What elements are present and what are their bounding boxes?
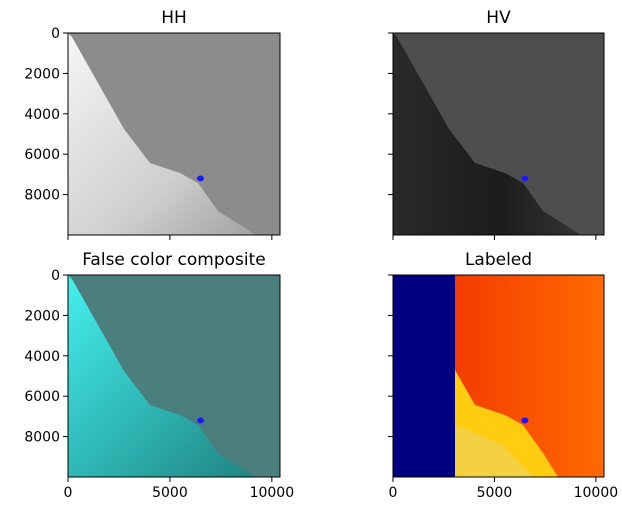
- x-tick-label: 10000: [574, 485, 619, 501]
- x-tick-label: 5000: [477, 485, 513, 501]
- image-false-color: [68, 275, 280, 477]
- panel-title: HH: [161, 8, 187, 28]
- x-tick-label: 10000: [250, 485, 295, 501]
- y-tick-label: 8000: [24, 188, 60, 204]
- x-tick-label: 0: [389, 485, 398, 501]
- image-hv: [393, 33, 604, 235]
- axes-frame: [67, 32, 281, 236]
- panel-title: False color composite: [82, 250, 266, 270]
- location-marker: [197, 417, 204, 424]
- x-tick-label: 5000: [152, 485, 188, 501]
- panel-title: HV: [486, 8, 511, 28]
- axes-frame: [392, 32, 605, 236]
- x-tick-label: 0: [64, 485, 73, 501]
- y-tick-label: 0: [51, 26, 60, 42]
- image-labeled: [393, 275, 604, 477]
- y-tick-label: 4000: [24, 107, 60, 123]
- y-tick-label: 2000: [24, 66, 60, 82]
- location-marker: [521, 417, 529, 424]
- location-marker: [197, 175, 204, 182]
- y-tick-label: 4000: [24, 349, 60, 365]
- location-marker: [521, 175, 529, 182]
- y-tick-label: 6000: [24, 389, 60, 405]
- panel-title: Labeled: [465, 250, 532, 270]
- y-tick-label: 8000: [24, 430, 60, 446]
- y-tick-label: 6000: [24, 147, 60, 163]
- image-hh: [68, 33, 280, 235]
- axes-frame: [392, 274, 605, 478]
- y-tick-label: 2000: [24, 308, 60, 324]
- y-tick-label: 0: [51, 268, 60, 284]
- axes-frame: [67, 274, 281, 478]
